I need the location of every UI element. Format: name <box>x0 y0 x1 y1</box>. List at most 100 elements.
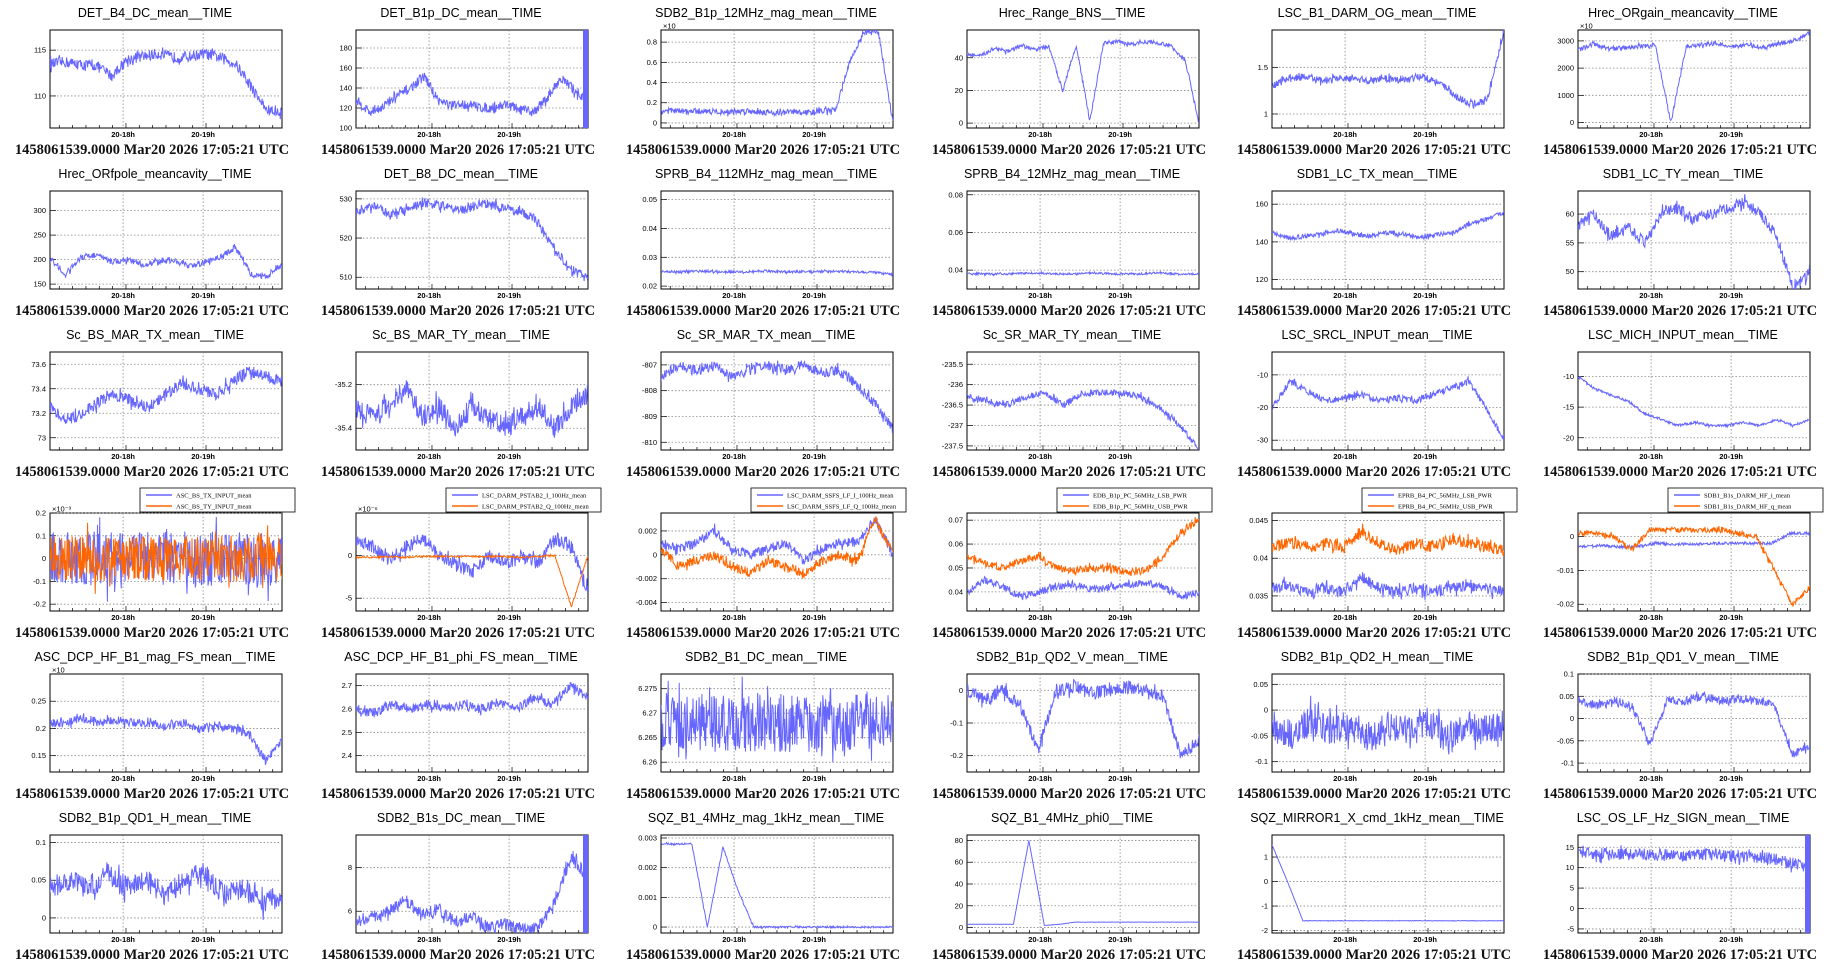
chart-panel: LSC_SRCL_INPUT_mean__TIME 20-18h 20-19h -30… <box>1222 322 1527 483</box>
chart: 20-18h 20-19h 0.035 0.04 0.045 EPRB_B4_PC_56M… <box>1237 487 1518 641</box>
y-tick-label: 0.02 <box>642 282 657 291</box>
y-tick-label: 2.6 <box>341 705 351 714</box>
y-tick-label: 510 <box>339 273 352 282</box>
x-tick-label: 20-19h <box>1108 130 1132 139</box>
plot-frame <box>49 190 283 290</box>
timestamp-footer: 1458061539.0000 Mar20 2026 17:05:21 UTC <box>1542 947 1816 963</box>
y-tick-label: -35.4 <box>334 424 351 433</box>
y-tick-label: 0.8 <box>647 38 657 47</box>
axis-exponent: ×10 <box>663 22 676 31</box>
y-tick-label: -0.01 <box>1556 566 1573 575</box>
chart-title: SQZ_B1_4MHz_phi0__TIME <box>991 811 1153 825</box>
chart-panel: Hrec_ORfpole_meancavity__TIME 20-18h 20-19… <box>0 161 305 322</box>
x-tick-label: 20-19h <box>191 935 215 944</box>
y-tick-label: 0.002 <box>638 526 657 535</box>
y-tick-label: 0.05 <box>1253 680 1268 689</box>
chart-title: LSC_B1_DARM_OG_mean__TIME <box>1278 6 1477 20</box>
x-tick-label: 20-19h <box>1719 613 1743 622</box>
series-line <box>1577 530 1810 550</box>
y-tick-label: 2.4 <box>341 751 351 760</box>
y-tick-label: 20 <box>954 86 962 95</box>
y-tick-label: -809 <box>642 412 657 421</box>
chart: 20-18h 20-19h 0.04 0.05 0.06 0.07 EDB_B1p_PC_5… <box>931 487 1212 641</box>
chart: Sc_BS_MAR_TY_mean__TIME 20-18h 20-19h -35.4… <box>320 328 594 480</box>
timestamp-footer: 1458061539.0000 Mar20 2026 17:05:21 UTC <box>320 464 594 480</box>
chart: 20-18h 20-19h -0.02 -0.01 0 SDB1_B1s_DARM_HF_… <box>1542 487 1823 641</box>
y-tick-label: -0.2 <box>950 751 963 760</box>
x-tick-label: 20-18h <box>1639 613 1663 622</box>
chart-title: Hrec_ORgain_meancavity__TIME <box>1588 6 1778 20</box>
chart-title: SDB2_B1s_DC_mean__TIME <box>376 811 544 825</box>
y-tick-label: 2.5 <box>341 728 351 737</box>
x-tick-label: 20-19h <box>1413 130 1437 139</box>
x-tick-label: 20-19h <box>1719 935 1743 944</box>
chart-title: SDB2_B1_DC_mean__TIME <box>685 650 847 664</box>
x-tick-label: 20-19h <box>1413 935 1437 944</box>
chart: SQZ_B1_4MHz_phi0__TIME 20-18h 20-19h 0 20 40 6… <box>931 811 1205 963</box>
y-tick-label: -0.1 <box>950 719 963 728</box>
x-tick-label: 20-19h <box>802 291 826 300</box>
x-tick-label: 20-18h <box>111 291 135 300</box>
chart: Hrec_Range_BNS__TIME 20-18h 20-19h 0 20 40 145… <box>931 6 1205 158</box>
plot-frame <box>355 29 588 129</box>
legend-label: EPRB_B4_PC_56MHz_LSB_PWR <box>1398 493 1493 500</box>
y-tick-label: 100 <box>339 124 352 133</box>
y-tick-label: 120 <box>1255 275 1268 284</box>
y-tick-label: 0.001 <box>638 893 657 902</box>
x-tick-label: 20-18h <box>1639 291 1663 300</box>
chart-panel: ASC_DCP_HF_B1_mag_FS_mean__TIME 20-18h 20-… <box>0 644 305 805</box>
y-tick-label: 140 <box>1255 237 1268 246</box>
y-tick-label: 0.1 <box>1563 670 1573 679</box>
x-tick-label: 20-19h <box>1108 935 1132 944</box>
series-line <box>355 851 588 933</box>
plot-frame <box>355 190 588 290</box>
y-tick-label: 0.1 <box>36 838 46 847</box>
y-tick-label: 150 <box>33 280 46 289</box>
chart-panel: SDB2_B1p_QD2_V_mean__TIME 20-18h 20-19h -0.… <box>917 644 1222 805</box>
plot-frame <box>1577 512 1810 612</box>
y-tick-label: 250 <box>33 231 46 240</box>
y-tick-label: 0.05 <box>948 563 963 572</box>
y-tick-label: 40 <box>954 53 962 62</box>
plot-frame <box>1271 190 1505 290</box>
y-tick-label: 0 <box>42 554 46 563</box>
timestamp-footer: 1458061539.0000 Mar20 2026 17:05:21 UTC <box>1542 786 1816 802</box>
series-line <box>661 360 893 434</box>
timestamp-footer: 1458061539.0000 Mar20 2026 17:05:21 UTC <box>1542 625 1816 641</box>
x-tick-label: 20-19h <box>191 613 215 622</box>
chart: LSC_OS_LF_Hz_SIGN_mean__TIME 20-18h 20-19h… <box>1542 811 1816 963</box>
series-line <box>661 516 893 565</box>
chart: SDB1_LC_TY_mean__TIME 20-18h 20-19h 50 55 60 1… <box>1542 167 1816 319</box>
y-tick-label: 0.05 <box>1559 692 1574 701</box>
chart: SDB2_B1p_QD1_V_mean__TIME 20-18h 20-19h -0.… <box>1542 650 1816 802</box>
x-tick-label: 20-19h <box>1413 291 1437 300</box>
y-tick-label: -810 <box>642 438 657 447</box>
timestamp-footer: 1458061539.0000 Mar20 2026 17:05:21 UTC <box>931 464 1205 480</box>
chart-panel: SQZ_B1_4MHz_mag_1kHz_mean__TIME 20-18h 20-… <box>611 805 916 966</box>
y-tick-label: -35.2 <box>334 380 351 389</box>
chart-title: SDB2_B1p_QD2_V_mean__TIME <box>976 650 1168 664</box>
series-line <box>661 676 893 763</box>
y-tick-label: 0.04 <box>1253 554 1268 563</box>
x-tick-label: 20-19h <box>802 935 826 944</box>
y-tick-label: 40 <box>954 880 962 889</box>
legend-label: LSC_DARM_SSFS_LF_Q_100Hz_mean <box>787 504 897 511</box>
timestamp-footer: 1458061539.0000 Mar20 2026 17:05:21 UTC <box>626 947 900 963</box>
y-tick-label: -236.5 <box>941 401 962 410</box>
y-tick-label: 0.035 <box>1249 591 1268 600</box>
plot-frame <box>660 834 894 934</box>
x-tick-label: 20-18h <box>1333 130 1357 139</box>
series-line <box>355 72 588 117</box>
timestamp-footer: 1458061539.0000 Mar20 2026 17:05:21 UTC <box>15 947 289 963</box>
series-line <box>1272 376 1504 441</box>
y-tick-label: 0.06 <box>948 228 963 237</box>
chart-title: LSC_SRCL_INPUT_mean__TIME <box>1281 328 1472 342</box>
x-tick-label: 20-18h <box>417 613 441 622</box>
timestamp-footer: 1458061539.0000 Mar20 2026 17:05:21 UTC <box>931 625 1205 641</box>
axis-exponent: ×10 <box>1580 22 1593 31</box>
y-tick-label: -20 <box>1257 403 1268 412</box>
chart: SDB2_B1p_QD1_H_mean__TIME 20-18h 20-19h 0 0.… <box>15 811 289 963</box>
y-tick-label: 0 <box>958 686 962 695</box>
chart-panel: DET_B1p_DC_mean__TIME 20-18h 20-19h 100 120 1… <box>306 0 611 161</box>
timestamp-footer: 1458061539.0000 Mar20 2026 17:05:21 UTC <box>15 625 289 641</box>
